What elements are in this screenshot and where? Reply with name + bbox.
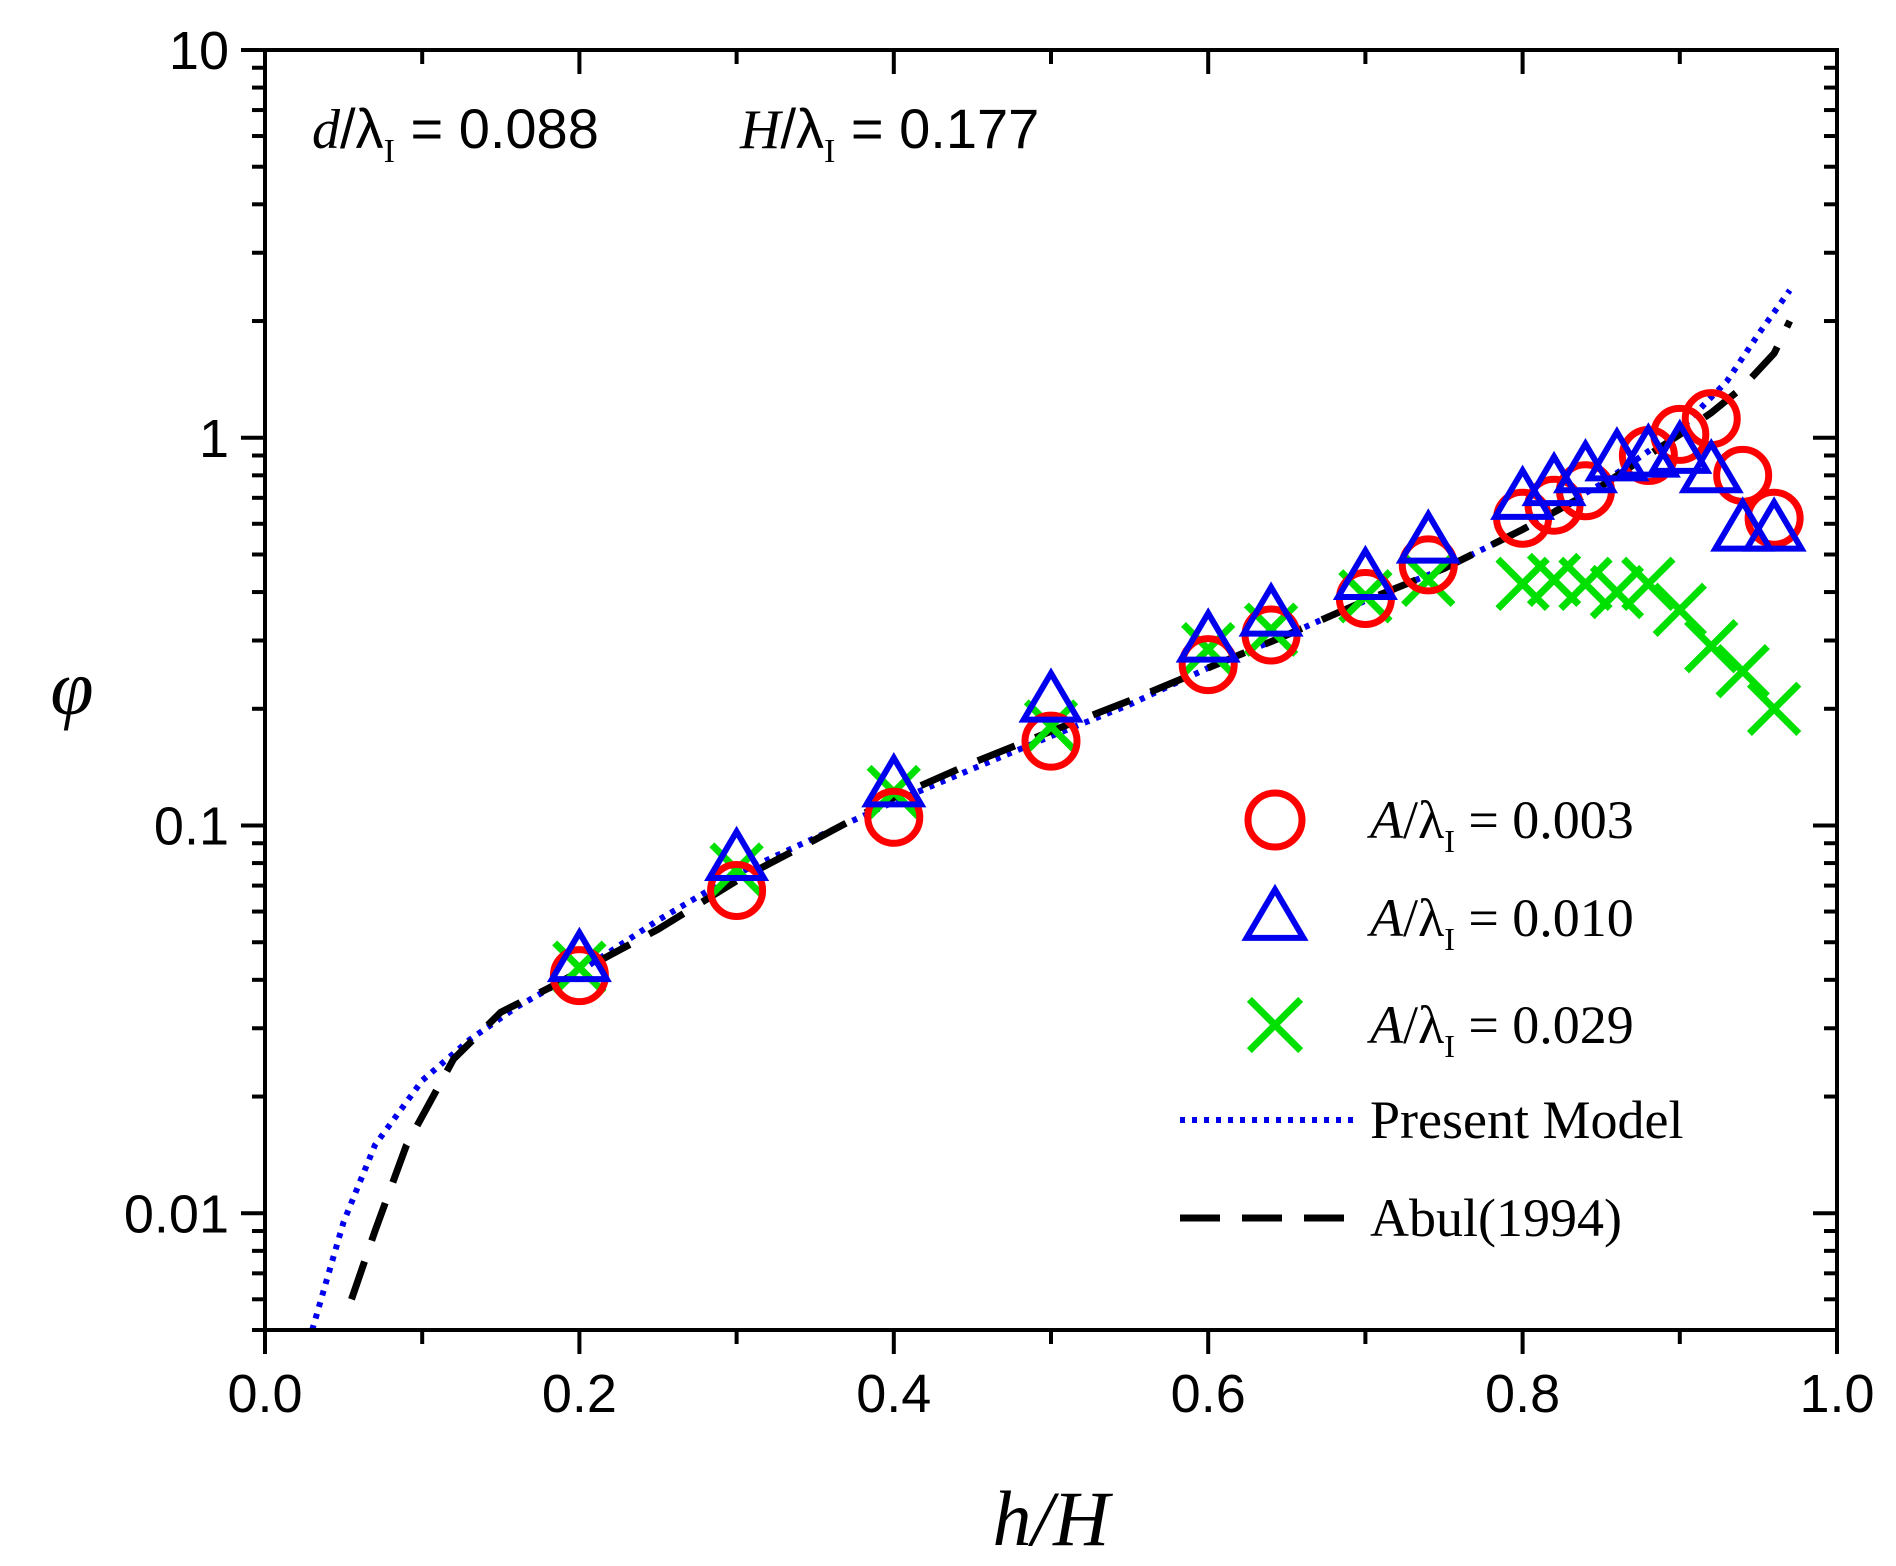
y-tick-label: 0.01 <box>124 1184 229 1244</box>
legend-item: A/λI = 0.029 <box>1246 995 1634 1064</box>
data-point-circle <box>1178 635 1238 695</box>
data-point-circle <box>1744 488 1804 548</box>
legend-label-part: = 0.029 <box>1455 995 1634 1055</box>
legend-label: A/λI = 0.029 <box>1367 995 1634 1064</box>
data-point-cross <box>1746 681 1802 736</box>
x-tick-label: 0.0 <box>227 1364 302 1424</box>
annotation-text: d/λI = 0.088 <box>312 97 599 170</box>
legend-item: A/λI = 0.003 <box>1244 789 1634 859</box>
legend-item: A/λI = 0.010 <box>1241 883 1634 957</box>
data-point-triangle <box>1395 508 1461 564</box>
data-point-circle <box>707 860 767 920</box>
data-point-cross <box>1023 699 1079 754</box>
annotation-part: I <box>824 133 835 170</box>
x-tick-label: 1.0 <box>1799 1364 1874 1424</box>
data-point-cross <box>1652 582 1707 637</box>
y-tick-label: 1 <box>199 409 229 469</box>
legend-item: Abul(1994) <box>1180 1188 1622 1248</box>
x-tick-label: 0.8 <box>1485 1364 1560 1424</box>
x-axis-title: h/H <box>993 1475 1114 1562</box>
data-point-circle <box>549 946 609 1006</box>
legend-label-part: /λ <box>1403 888 1444 948</box>
data-point-triangle <box>1332 544 1398 601</box>
x-tick-label: 0.4 <box>856 1364 931 1424</box>
parameter-annotation: d/λI = 0.088 H/λI = 0.177 <box>312 97 1039 170</box>
legend-label-part: /λ <box>1403 790 1444 850</box>
data-point-triangle <box>1741 496 1807 552</box>
data-point-cross <box>1589 564 1645 620</box>
data-point-triangle <box>1238 581 1304 637</box>
y-tick-label: 0.1 <box>154 797 229 857</box>
annotation-part: /λ <box>340 97 384 160</box>
legend-label: Abul(1994) <box>1370 1188 1622 1248</box>
legend-label-part: I <box>1444 1028 1455 1064</box>
data-point-cross <box>1181 621 1236 677</box>
annotation-part: d <box>312 99 341 161</box>
annotation-part: = 0.177 <box>835 97 1039 160</box>
legend-label: A/λI = 0.003 <box>1367 790 1634 859</box>
legend-label-part: A <box>1367 888 1404 948</box>
legend-marker-circle <box>1244 789 1306 851</box>
legend-item: Present Model <box>1180 1090 1683 1150</box>
x-tick-label: 0.6 <box>1171 1364 1246 1424</box>
data-point-circle <box>1021 711 1081 771</box>
data-point-cross <box>709 842 764 897</box>
annotation-part: = 0.088 <box>395 97 599 160</box>
legend-label-part: = 0.003 <box>1455 790 1634 850</box>
data-point-cross <box>1715 644 1770 699</box>
annotation-part: I <box>384 133 395 170</box>
data-point-triangle <box>861 752 927 808</box>
legend-label-part: A <box>1367 790 1404 850</box>
legend-label-part: I <box>1444 921 1455 957</box>
legend-label: Present Model <box>1370 1090 1683 1150</box>
data-point-cross <box>1684 619 1739 674</box>
legend-marker-cross <box>1246 996 1304 1054</box>
data-point-cross <box>1621 556 1676 612</box>
legend-label-part: = 0.010 <box>1455 888 1634 948</box>
plot-area <box>309 288 1807 1330</box>
legend-label-part: /λ <box>1403 995 1444 1055</box>
data-point-triangle <box>1710 496 1776 552</box>
data-point-triangle <box>546 926 612 983</box>
annotation-part: H <box>739 99 783 161</box>
legend-label-part: A <box>1367 995 1404 1055</box>
annotation-part: /λ <box>780 97 824 160</box>
data-point-triangle <box>1175 607 1241 663</box>
data-point-triangle <box>704 825 770 882</box>
data-point-triangle <box>1018 667 1084 723</box>
y-tick-label: 10 <box>169 21 229 81</box>
data-point-circle <box>1398 535 1458 595</box>
data-point-triangle <box>1678 437 1744 494</box>
legend-marker-triangle <box>1241 883 1309 941</box>
annotation-text-2: H/λI = 0.177 <box>739 97 1039 170</box>
legend-label-part: I <box>1444 823 1455 859</box>
data-point-cross <box>1558 556 1613 612</box>
data-point-triangle <box>1490 464 1556 520</box>
axes: 0.0 0.2 0.4 0.6 0.8 1.0 0.01 0.1 1 10 h/H φ <box>50 21 1874 1562</box>
y-axis-title: φ <box>50 644 93 731</box>
legend-label: A/λI = 0.010 <box>1367 888 1634 957</box>
x-tick-label: 0.2 <box>542 1364 617 1424</box>
data-point-circle <box>864 787 924 847</box>
data-point-triangle <box>1647 418 1713 474</box>
data-point-cross <box>552 940 607 995</box>
